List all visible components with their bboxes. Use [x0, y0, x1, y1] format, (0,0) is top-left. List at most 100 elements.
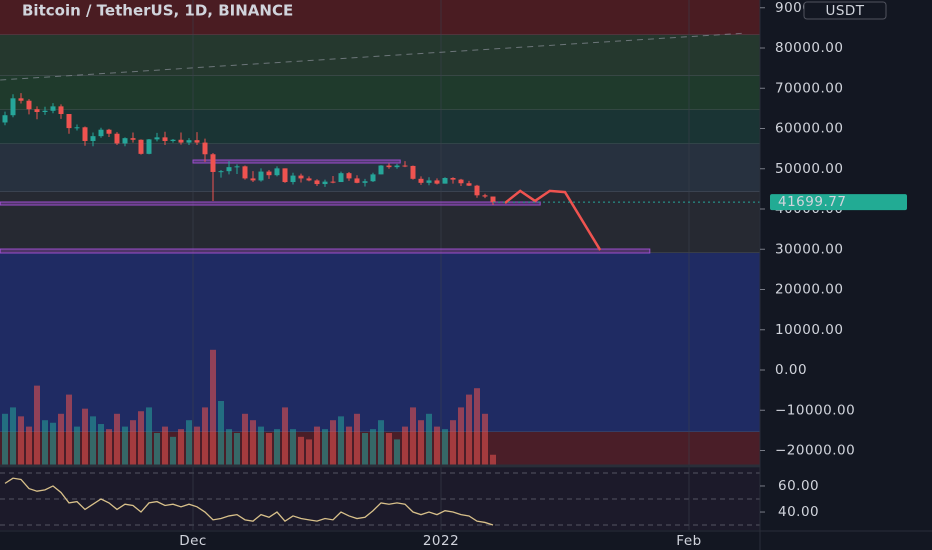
volume-bar [330, 420, 336, 465]
projection-path [504, 189, 602, 251]
candle-body [234, 166, 240, 168]
last-price-tag [770, 194, 907, 211]
volume-bar [122, 426, 128, 465]
range-box [0, 201, 541, 206]
currency-label: USDT [825, 3, 864, 19]
volume-bar [74, 426, 80, 465]
candle-body [74, 127, 80, 129]
volume-bar [234, 433, 240, 465]
range-box [0, 248, 651, 254]
volume-bar [178, 429, 184, 465]
candle-body [306, 178, 312, 181]
candle-body [202, 142, 208, 155]
candle-body [274, 168, 280, 176]
price-zone [0, 76, 760, 110]
candle-body [26, 100, 32, 110]
candle-body [362, 181, 368, 183]
volume-bar [282, 407, 288, 465]
candle-body [434, 180, 440, 184]
volume-bar [98, 424, 104, 465]
volume-bar [450, 420, 456, 465]
volume-bar [210, 349, 216, 465]
candle-body [418, 178, 424, 183]
y-tick-label: 80000.00 [775, 40, 843, 56]
volume-bar [130, 420, 136, 465]
candle-body [266, 171, 272, 176]
candle-body [42, 110, 48, 112]
volume-bar [362, 433, 368, 465]
volume-bar [370, 429, 376, 465]
candle-body [178, 139, 184, 143]
volume-bar [482, 413, 488, 465]
volume-bar [290, 429, 296, 465]
marks [0, 93, 760, 526]
y-tick-label: −20000.00 [775, 443, 855, 459]
y-tick-label: 30000.00 [775, 241, 843, 257]
candle-body [466, 183, 472, 186]
volume-bar [50, 422, 56, 465]
candle-body [146, 139, 152, 154]
volume-bar [458, 407, 464, 465]
volume-bar [114, 413, 120, 465]
candle-body [226, 167, 232, 172]
candle-body [66, 114, 72, 129]
candle-body [370, 174, 376, 182]
trendline [0, 32, 746, 81]
volume-bar [490, 454, 496, 465]
candle-body [442, 178, 448, 184]
price-zone [0, 109, 760, 144]
volume-bar [314, 426, 320, 465]
y-tick-label: 20000.00 [775, 282, 843, 298]
price-zone [0, 192, 760, 253]
y-tick-label: 0.00 [775, 362, 807, 378]
volume-bar [162, 426, 168, 465]
candle-body [154, 137, 160, 140]
candle-body [194, 140, 200, 143]
volume-bar [386, 433, 392, 465]
volume-bar [106, 429, 112, 465]
candle-body [82, 127, 88, 141]
candle-body [114, 133, 120, 144]
volume-bar [418, 420, 424, 465]
volume-bar [146, 407, 152, 465]
volume-bar [402, 426, 408, 465]
price-zone [0, 34, 760, 77]
candle-body [218, 171, 224, 173]
volume-bar [354, 413, 360, 465]
volume-bar [226, 429, 232, 465]
candle-body [10, 98, 16, 116]
volume-bar [194, 426, 200, 465]
candle-body [474, 185, 480, 196]
volume-bar [186, 420, 192, 465]
volume-bar [258, 426, 264, 465]
volume-bar [82, 408, 88, 465]
candle-body [170, 139, 176, 141]
volume-bar [18, 416, 24, 465]
candle-body [258, 171, 264, 181]
last-price-label: 41699.77 [778, 194, 846, 210]
candle-body [450, 178, 456, 180]
volume-bar [426, 413, 432, 465]
candle-body [250, 178, 256, 181]
candle-body [290, 175, 296, 183]
volume-bar [474, 388, 480, 465]
price-axis-bg [760, 0, 932, 550]
candle-body [34, 109, 40, 112]
volume-bar [42, 420, 48, 465]
rsi-tick-label: 40.00 [778, 504, 819, 520]
candle-body [58, 106, 64, 115]
candle-body [490, 196, 496, 203]
volume-bar [250, 420, 256, 465]
currency-badge[interactable] [803, 1, 887, 20]
candle-body [2, 115, 8, 123]
candle-body [426, 180, 432, 183]
range-box [192, 159, 401, 164]
y-tick-label: −10000.00 [775, 402, 855, 418]
volume-bar [138, 411, 144, 465]
x-tick-label: Feb [676, 533, 701, 549]
candle-body [138, 139, 144, 154]
candle-body [186, 140, 192, 143]
candle-body [402, 165, 408, 167]
volume-bar [346, 426, 352, 465]
